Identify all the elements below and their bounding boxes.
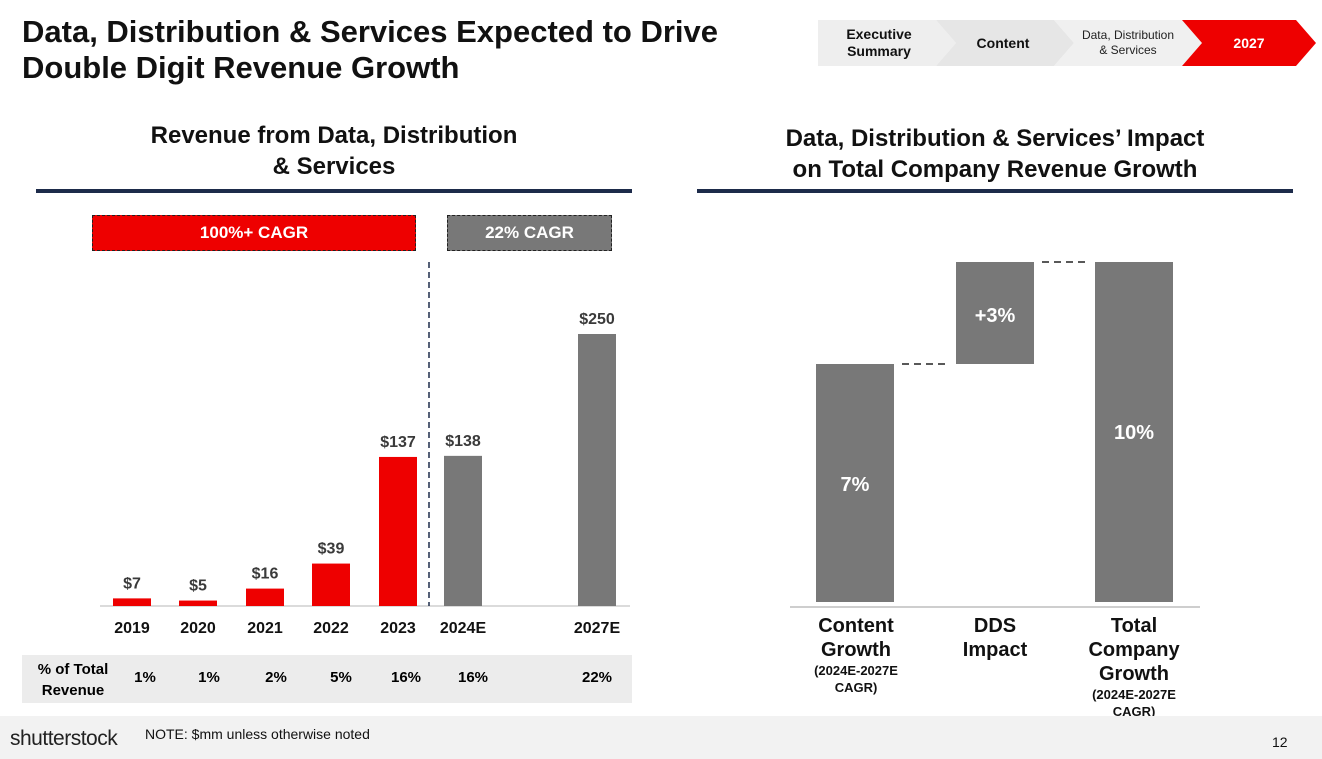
bar-2023 [379, 456, 417, 606]
cagr-band-historical: 100%+ CAGR [92, 215, 416, 251]
bar-2019 [113, 598, 151, 606]
bar-value-label-2019: $7 [123, 575, 141, 592]
bar-value-label-2027e: $250 [579, 311, 615, 328]
pct-value-2021: 2% [265, 669, 287, 686]
bar-2024e [444, 455, 482, 606]
brand-logo: shutterstock [10, 727, 118, 750]
x-tick-label-2022: 2022 [313, 620, 349, 637]
wf-value-label-content-growth: 7% [841, 474, 870, 496]
slide-title: Data, Distribution & Services Expected t… [22, 14, 718, 85]
x-tick-label-2023: 2023 [380, 620, 416, 637]
wf-category-total-growth-label: Total Company Growth [1088, 615, 1180, 685]
pct-value-2022: 5% [330, 669, 352, 686]
pct-value-2020: 1% [198, 669, 220, 686]
wf-category-content-growth-label: Content Growth [818, 615, 894, 661]
wf-category-dds-impact: DDS Impact [945, 614, 1045, 662]
left-title-rule [36, 189, 632, 193]
wf-category-content-growth-sub: (2024E-2027E CAGR) [814, 663, 898, 695]
crumb-shape-executive-summary [818, 20, 956, 66]
right-chart-title-line2: on Total Company Revenue Growth [792, 156, 1198, 183]
right-chart-title-line1: Data, Distribution & Services’ Impact [785, 125, 1205, 152]
wf-category-total-growth: Total Company Growth (2024E-2027E CAGR) [1074, 614, 1194, 720]
cagr-band-forecast: 22% CAGR [447, 215, 612, 251]
breadcrumb-item-executive-summary[interactable]: Executive Summary [846, 26, 912, 59]
bar-value-label-2021: $16 [252, 566, 279, 583]
wf-bar-total-growth [1095, 262, 1173, 602]
x-tick-label-2019: 2019 [114, 620, 150, 637]
breadcrumb-item-dds[interactable]: Data, Distribution & Services [1081, 28, 1175, 57]
crumb-shape-2027 [1182, 20, 1316, 66]
breadcrumb-item-content[interactable]: Content [976, 35, 1030, 51]
x-tick-label-2020: 2020 [180, 620, 216, 637]
pct-total-revenue-row [22, 655, 632, 703]
pct-value-2027e: 22% [581, 669, 613, 686]
left-chart-title-line1: Revenue from Data, Distribution [150, 122, 518, 149]
revenue-bar-chart: $7 2019 $5 2020 $16 2021 $39 2022 $137 2023 $138 20… [100, 262, 630, 637]
wf-value-label-dds-impact: +3% [975, 305, 1016, 327]
bar-value-label-2020: $5 [189, 578, 207, 595]
footnote: NOTE: $mm unless otherwise noted [145, 726, 370, 742]
bar-2027e [578, 334, 616, 606]
footer-bar [0, 716, 1322, 759]
wf-value-label-total-growth: 10% [1114, 422, 1154, 444]
breadcrumb-item-2027[interactable]: 2027 [1233, 35, 1265, 51]
x-tick-label-2024e: 2024E [440, 620, 487, 637]
bar-2022 [312, 563, 350, 606]
bar-value-label-2022: $39 [318, 541, 345, 558]
left-chart-title: Revenue from Data, Distribution & Servic… [22, 120, 646, 182]
breadcrumb-chevrons [818, 20, 1316, 66]
pct-value-2023: 16% [390, 669, 422, 686]
right-title-rule [697, 189, 1293, 193]
bar-2020 [179, 600, 217, 606]
x-tick-label-2027e: 2027E [574, 620, 621, 637]
wf-bar-dds-impact [956, 262, 1034, 364]
pct-value-2024e: 16% [457, 669, 489, 686]
wf-category-dds-impact-label: DDS Impact [962, 615, 1028, 661]
pct-label-line1: % of Total [37, 661, 109, 678]
bar-value-label-2024e: $138 [445, 433, 481, 450]
page-number: 12 [1272, 734, 1288, 750]
waterfall-chart: 7% +3% 10% [790, 261, 1200, 608]
breadcrumb: Executive Summary Content Data, Distribu… [818, 20, 1318, 66]
bar-value-label-2023: $137 [380, 434, 416, 451]
left-chart-title-line2: & Services [272, 153, 396, 180]
pct-value-2019: 1% [134, 669, 156, 686]
wf-bar-content-growth [816, 364, 894, 602]
x-tick-label-2021: 2021 [247, 620, 283, 637]
bar-2021 [246, 588, 284, 606]
right-chart-title: Data, Distribution & Services’ Impact on… [680, 123, 1310, 185]
pct-label-line2: Revenue [41, 682, 105, 699]
pct-total-revenue-label: % of Total Revenue [34, 659, 112, 701]
crumb-shape-content [936, 20, 1074, 66]
wf-category-total-growth-sub: (2024E-2027E CAGR) [1092, 687, 1176, 719]
wf-category-content-growth: Content Growth (2024E-2027E CAGR) [796, 614, 916, 696]
crumb-shape-dds [1054, 20, 1202, 66]
